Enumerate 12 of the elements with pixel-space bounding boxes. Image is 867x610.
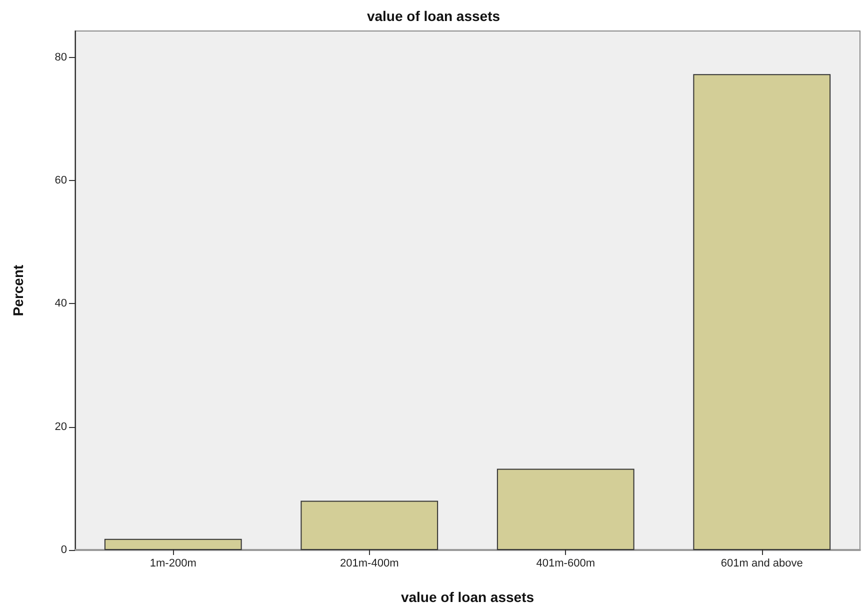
y-tick-label: 80 <box>54 51 67 64</box>
y-tick-label: 20 <box>54 420 67 433</box>
y-tick-label: 0 <box>60 544 67 556</box>
x-axis-title: value of loan assets <box>400 589 534 605</box>
y-tick-label: 60 <box>54 174 67 187</box>
x-tick-label: 201m-400m <box>340 558 399 570</box>
chart-title: value of loan assets <box>366 8 500 24</box>
x-tick-label: 1m-200m <box>150 558 196 570</box>
y-axis-title: Percent <box>10 264 26 316</box>
x-tick-label: 401m-600m <box>536 558 595 570</box>
y-tick-label: 40 <box>54 298 67 310</box>
x-tick-label: 601m and above <box>720 558 803 570</box>
